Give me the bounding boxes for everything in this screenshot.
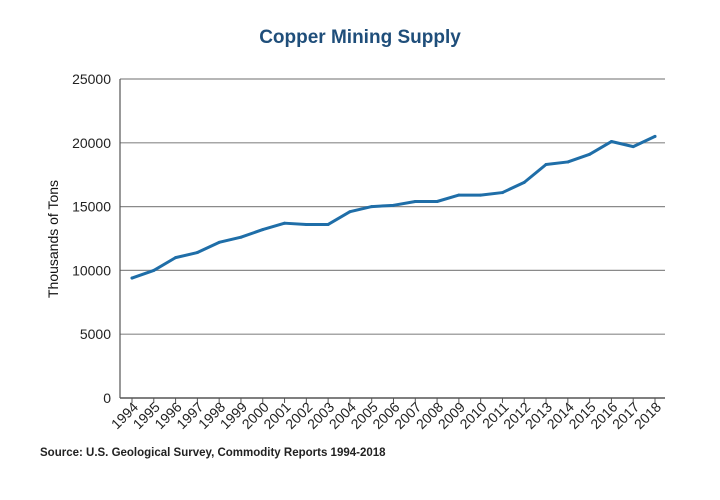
data-points	[130, 134, 657, 280]
y-tick-label: 15000	[72, 199, 111, 215]
data-point-2015	[588, 152, 592, 156]
data-point-2004	[348, 210, 352, 214]
data-point-2002	[304, 222, 308, 226]
y-tick-label: 5000	[80, 326, 111, 342]
x-tick-labels: 1994199519961997199819992000200120022003…	[108, 398, 664, 432]
data-point-2011	[500, 191, 504, 195]
data-point-2018	[653, 134, 657, 138]
source-note: Source: U.S. Geological Survey, Commodit…	[40, 447, 386, 459]
chart-title: Copper Mining Supply	[259, 27, 461, 48]
y-tick-label: 20000	[72, 135, 111, 151]
data-point-2000	[261, 228, 265, 232]
data-point-1996	[174, 256, 178, 260]
data-point-2006	[392, 203, 395, 207]
data-point-2017	[631, 145, 635, 149]
data-point-2016	[609, 140, 613, 144]
data-point-1994	[130, 276, 134, 280]
series-line	[130, 134, 657, 280]
data-point-2003	[326, 222, 330, 226]
grid	[119, 78, 665, 399]
data-point-1997	[195, 251, 199, 255]
data-point-2007	[413, 199, 417, 203]
y-tick-label: 0	[103, 390, 111, 406]
y-tick-labels: 0 5000 10000 15000 20000 25000	[72, 71, 111, 406]
data-point-2012	[522, 180, 526, 184]
data-point-1998	[217, 240, 221, 244]
data-point-2008	[435, 199, 439, 203]
data-point-1999	[239, 235, 243, 239]
data-point-2001	[283, 221, 287, 225]
y-tick-label: 10000	[72, 262, 111, 278]
y-tick-label: 25000	[72, 71, 111, 87]
data-point-2005	[370, 205, 374, 209]
data-point-2014	[566, 160, 570, 164]
data-point-2013	[544, 162, 548, 166]
data-point-2009	[457, 193, 461, 197]
data-point-1995	[152, 268, 156, 272]
y-axis-label: Thousands of Tons	[45, 180, 61, 298]
data-point-2010	[479, 193, 483, 197]
